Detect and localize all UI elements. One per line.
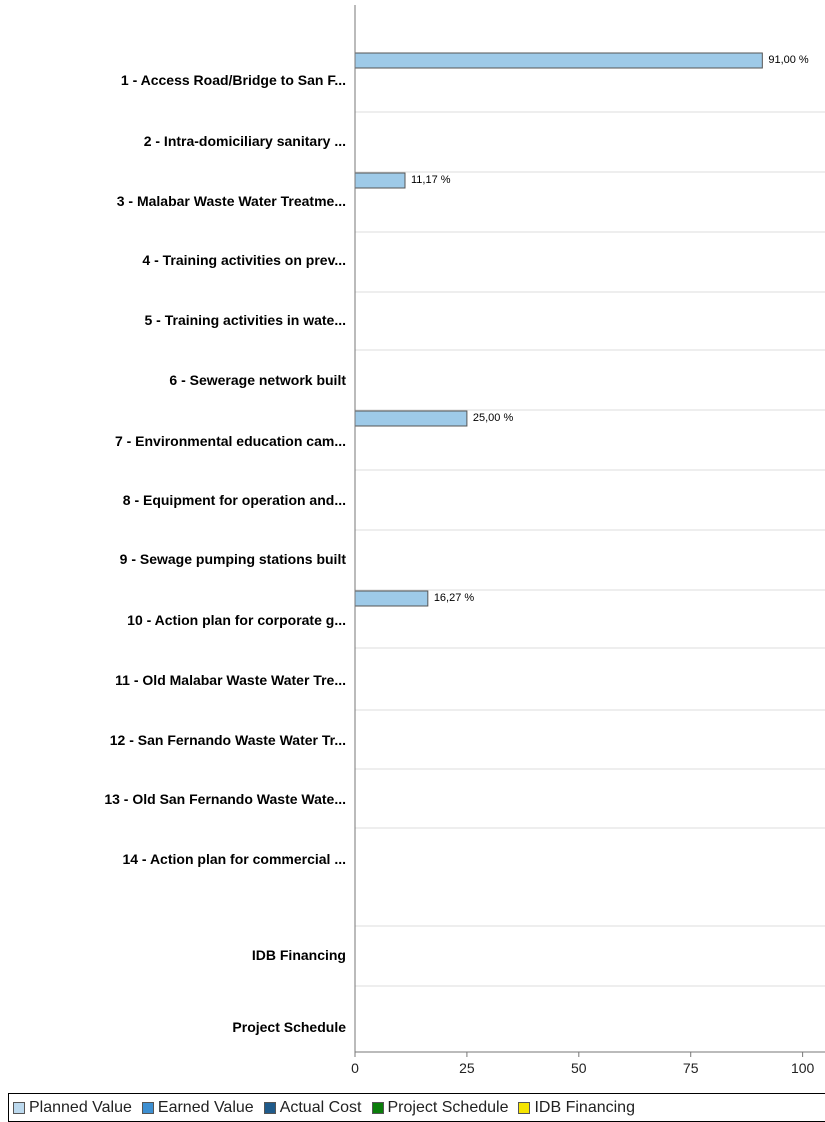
- bar-data-label: 11,17 %: [411, 174, 451, 186]
- category-label: 6 - Sewerage network built: [169, 372, 346, 388]
- x-tick-label: 0: [351, 1060, 359, 1076]
- legend-swatch: [13, 1101, 25, 1114]
- category-label: 2 - Intra-domiciliary sanitary ...: [144, 133, 346, 149]
- category-label: 10 - Action plan for corporate g...: [127, 612, 346, 628]
- bars: 91,00 % 11,17 % 25,00 % 16,27 %: [354, 52, 809, 607]
- legend: Planned Value Earned Value Actual Cost Proj…: [8, 1093, 825, 1122]
- category-label: 8 - Equipment for operation and...: [123, 492, 346, 508]
- x-tick-label: 75: [683, 1060, 699, 1076]
- category-label: 9 - Sewage pumping stations built: [120, 551, 347, 567]
- category-label: Project Schedule: [232, 1019, 346, 1035]
- bar-data-label: 91,00 %: [768, 54, 809, 66]
- x-tick-label: 100: [791, 1060, 815, 1076]
- legend-label: Earned Value: [157, 1098, 254, 1116]
- bar-planned-value: [354, 52, 763, 69]
- legend-item: Planned Value: [9, 1094, 132, 1121]
- bar-planned-value: [354, 410, 468, 427]
- legend-item: Earned Value: [138, 1094, 254, 1121]
- legend-swatch: [141, 1101, 154, 1114]
- legend-item: Actual Cost: [260, 1094, 362, 1121]
- category-label: 7 - Environmental education cam...: [115, 433, 346, 449]
- x-axis-ticks: 0 25 50 75 100: [351, 1052, 815, 1076]
- category-label: IDB Financing: [252, 947, 346, 963]
- legend-swatch: [371, 1101, 384, 1114]
- category-label: 13 - Old San Fernando Waste Wate...: [104, 791, 346, 807]
- category-label: 4 - Training activities on prev...: [142, 252, 346, 268]
- category-labels: 1 - Access Road/Bridge to San F... 2 - In…: [104, 72, 346, 1035]
- category-label: 5 - Training activities in wate...: [144, 312, 346, 328]
- category-label: 14 - Action plan for commercial ...: [122, 851, 346, 867]
- legend-swatch: [518, 1101, 531, 1114]
- legend-label: Planned Value: [29, 1098, 132, 1116]
- legend-label: Actual Cost: [279, 1098, 362, 1116]
- legend-item: Project Schedule: [368, 1094, 509, 1121]
- legend-item: IDB Financing: [514, 1094, 635, 1121]
- bar-planned-value: [354, 590, 429, 607]
- category-label: 11 - Old Malabar Waste Water Tre...: [115, 672, 346, 688]
- chart-svg: 91,00 % 11,17 % 25,00 % 16,27 % 1 - Access …: [104, 5, 825, 1076]
- bar-data-label: 25,00 %: [473, 412, 514, 424]
- category-label: 1 - Access Road/Bridge to San F...: [121, 72, 346, 88]
- category-label: 12 - San Fernando Waste Water Tr...: [110, 732, 346, 748]
- x-tick-label: 25: [459, 1060, 475, 1076]
- x-tick-label: 50: [571, 1060, 587, 1076]
- bar-planned-value: [354, 172, 406, 189]
- bar-data-label: 16,27 %: [434, 592, 475, 604]
- legend-swatch: [263, 1101, 276, 1114]
- grid-lines: [355, 111, 825, 987]
- category-label: 3 - Malabar Waste Water Treatme...: [117, 193, 346, 209]
- legend-label: IDB Financing: [534, 1098, 635, 1116]
- legend-label: Project Schedule: [387, 1098, 509, 1116]
